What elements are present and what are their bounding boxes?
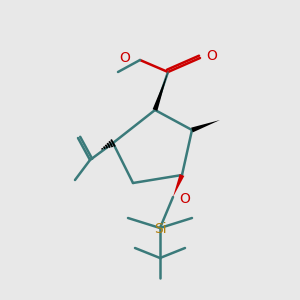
Text: O: O (179, 192, 190, 206)
Polygon shape (173, 174, 184, 197)
Text: Si: Si (154, 222, 166, 236)
Text: O: O (206, 49, 217, 63)
Polygon shape (153, 72, 168, 111)
Text: O: O (119, 51, 130, 65)
Polygon shape (191, 120, 220, 132)
